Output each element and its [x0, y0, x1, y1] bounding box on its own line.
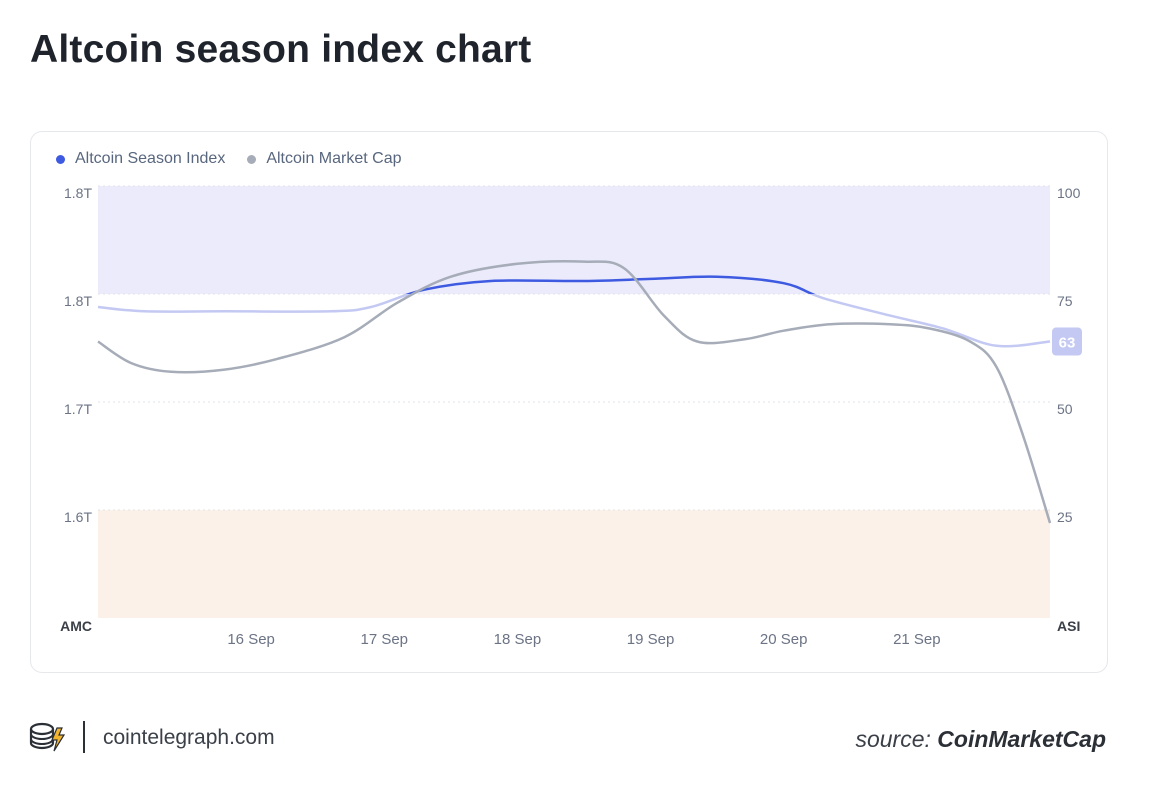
right-axis-tick-label: 75	[1057, 293, 1073, 309]
source-prefix: source:	[855, 726, 931, 752]
left-axis-tick-label: 1.7T	[64, 401, 92, 417]
x-axis-tick-label: 21 Sep	[893, 631, 941, 648]
chart-band-0	[98, 186, 1050, 294]
current-value-badge	[1052, 327, 1082, 356]
legend-dot-amc	[247, 154, 257, 164]
left-axis-tick-label: 1.6T	[64, 509, 92, 525]
page-title: Altcoin season index chart	[30, 28, 532, 71]
left-axis-title: AMC	[60, 618, 92, 634]
x-axis-tick-label: 19 Sep	[627, 631, 675, 648]
chart-legend: Altcoin Season Index Altcoin Market Cap	[56, 150, 402, 168]
source-name: CoinMarketCap	[937, 726, 1106, 752]
legend-item-altcoin-season-index[interactable]: Altcoin Season Index	[56, 150, 225, 168]
left-axis-tick-label: 1.8T	[64, 293, 92, 309]
legend-label-amc: Altcoin Market Cap	[266, 150, 402, 167]
footer-source: source: CoinMarketCap	[855, 726, 1106, 753]
x-axis-tick-label: 18 Sep	[494, 631, 542, 648]
x-axis-tick-label: 20 Sep	[760, 631, 808, 648]
chart-band-1	[98, 510, 1050, 618]
footer-site-link[interactable]: cointelegraph.com	[103, 726, 275, 749]
cointelegraph-logo-icon	[28, 720, 68, 761]
right-axis-tick-label: 100	[1057, 185, 1081, 201]
left-axis-tick-label: 1.8T	[64, 185, 92, 201]
footer-divider	[83, 721, 85, 753]
current-value-label: 63	[1059, 335, 1076, 352]
x-axis-tick-label: 16 Sep	[227, 631, 275, 648]
series-line-altcoin-season-index	[404, 275, 816, 294]
legend-dot-asi	[56, 154, 65, 164]
series-line-altcoin-market-cap	[97, 260, 1052, 524]
series-line-altcoin-season-index-light	[97, 294, 1051, 348]
legend-item-altcoin-market-cap[interactable]: Altcoin Market Cap	[247, 150, 402, 168]
right-axis-title: ASI	[1057, 618, 1080, 634]
legend-label-asi: Altcoin Season Index	[75, 150, 226, 167]
right-axis-tick-label: 25	[1057, 509, 1073, 525]
right-axis-tick-label: 50	[1057, 401, 1073, 417]
x-axis-tick-label: 17 Sep	[360, 631, 408, 648]
